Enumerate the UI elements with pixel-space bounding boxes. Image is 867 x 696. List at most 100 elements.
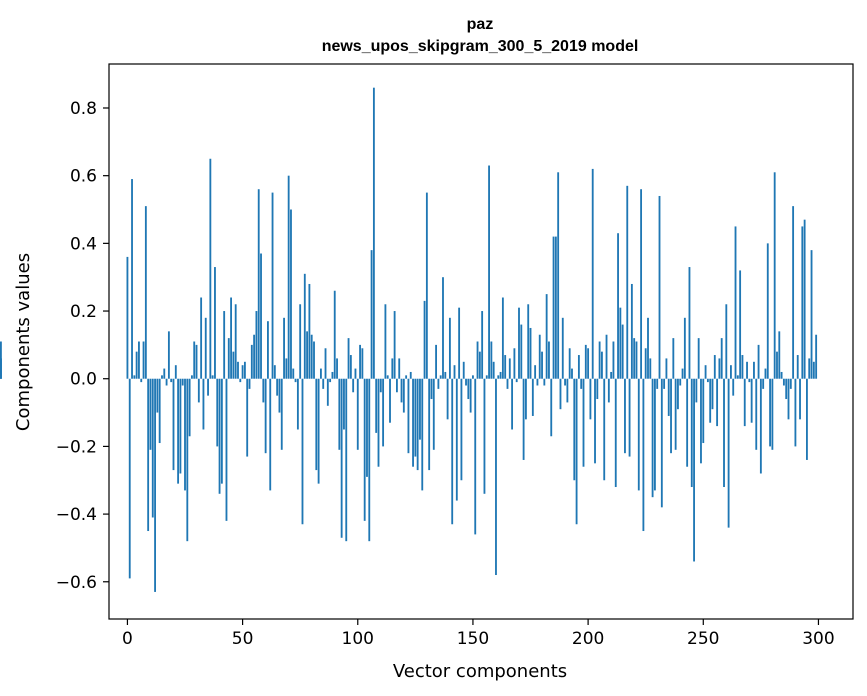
bar-82 <box>315 378 318 471</box>
bar-85 <box>322 378 325 389</box>
bar-147 <box>465 378 467 386</box>
bar-116 <box>393 311 396 379</box>
bar-250 <box>702 378 705 444</box>
bar-266 <box>739 270 742 379</box>
bar-137 <box>442 277 444 379</box>
bar-256 <box>716 378 719 427</box>
bar-185 <box>552 236 555 379</box>
bar-223 <box>640 189 643 379</box>
bar-9 <box>147 378 150 532</box>
bar-63 <box>271 192 274 379</box>
bar-283 <box>778 331 781 379</box>
bar-118 <box>398 358 401 379</box>
bar-83 <box>317 378 320 484</box>
bar-46 <box>232 351 235 379</box>
bar-17 <box>165 378 168 386</box>
bar-61 <box>267 321 269 379</box>
bar-187 <box>557 172 560 379</box>
bar-75 <box>299 304 302 379</box>
bar-48 <box>237 361 239 379</box>
bar-263 <box>732 378 735 396</box>
bar-36 <box>209 158 212 379</box>
bar-226 <box>647 317 649 379</box>
bar-21 <box>174 365 177 379</box>
bar-239 <box>677 378 679 410</box>
bar-265 <box>736 375 739 379</box>
bar-37 <box>211 375 214 379</box>
bar-139 <box>446 378 449 420</box>
bar-234 <box>665 358 668 379</box>
y-tick-label: 0.8 <box>70 99 97 119</box>
bar-293 <box>801 226 804 379</box>
bar-41 <box>220 378 223 484</box>
bar-209 <box>607 378 610 403</box>
x-axis-label: Vector components <box>393 661 567 682</box>
bar-99 <box>354 368 357 379</box>
bar-161 <box>497 375 500 379</box>
bar-252 <box>706 378 709 383</box>
bar-115 <box>391 358 394 379</box>
bar-224 <box>642 378 645 532</box>
bar-276 <box>762 378 765 389</box>
bar-35 <box>207 378 209 396</box>
bar-260 <box>725 304 728 379</box>
x-tick-label: 100 <box>342 629 374 649</box>
bar-195 <box>575 378 578 525</box>
bar-201 <box>589 378 592 420</box>
bar-60 <box>264 378 267 454</box>
bar-86 <box>324 348 327 379</box>
bar-128 <box>421 378 424 491</box>
y-tick-label: 0.4 <box>70 234 97 254</box>
bar-5 <box>138 341 140 379</box>
bar-68 <box>283 317 285 379</box>
bar-136 <box>439 375 442 379</box>
bar-183 <box>548 341 550 379</box>
bar-130 <box>425 192 428 379</box>
bar-296 <box>808 358 811 379</box>
bar-81 <box>313 341 315 379</box>
bar-51 <box>243 361 246 379</box>
bar-177 <box>534 365 537 379</box>
bar-198 <box>582 378 585 467</box>
bar-110 <box>379 378 382 393</box>
bar-117 <box>396 378 398 393</box>
bar-113 <box>386 375 389 379</box>
bar-207 <box>603 378 606 481</box>
bar-206 <box>601 351 603 379</box>
bar-19 <box>170 378 173 383</box>
bar-69 <box>285 358 288 379</box>
bar-40 <box>218 378 221 494</box>
bar-65 <box>276 378 279 396</box>
bar-undefined <box>0 341 2 379</box>
bar-0 <box>126 256 129 379</box>
bar-88 <box>329 378 332 383</box>
bar-71 <box>290 209 292 379</box>
y-tick-label: 0.6 <box>70 167 97 187</box>
bar-127 <box>419 378 421 440</box>
bar-55 <box>253 334 256 379</box>
bar-38 <box>214 267 216 379</box>
bar-295 <box>806 378 808 460</box>
bar-144 <box>458 307 461 379</box>
x-tick-label: 50 <box>232 629 254 649</box>
bar-92 <box>338 378 341 450</box>
bar-14 <box>158 378 161 444</box>
plot-frame <box>108 63 854 620</box>
bar-124 <box>412 378 414 467</box>
bar-221 <box>635 341 638 379</box>
bar-233 <box>663 378 666 389</box>
bar-264 <box>734 226 737 379</box>
bar-134 <box>435 344 437 379</box>
bar-87 <box>326 378 329 406</box>
bar-100 <box>356 378 359 450</box>
bar-229 <box>653 378 656 491</box>
bar-96 <box>347 338 350 379</box>
bar-238 <box>674 378 677 450</box>
bar-152 <box>476 341 479 379</box>
y-tick-label: −0.4 <box>56 505 97 525</box>
bar-148 <box>467 378 470 400</box>
bar-101 <box>359 344 361 379</box>
bar-222 <box>637 378 640 491</box>
bar-218 <box>628 378 631 457</box>
bar-149 <box>469 378 472 413</box>
